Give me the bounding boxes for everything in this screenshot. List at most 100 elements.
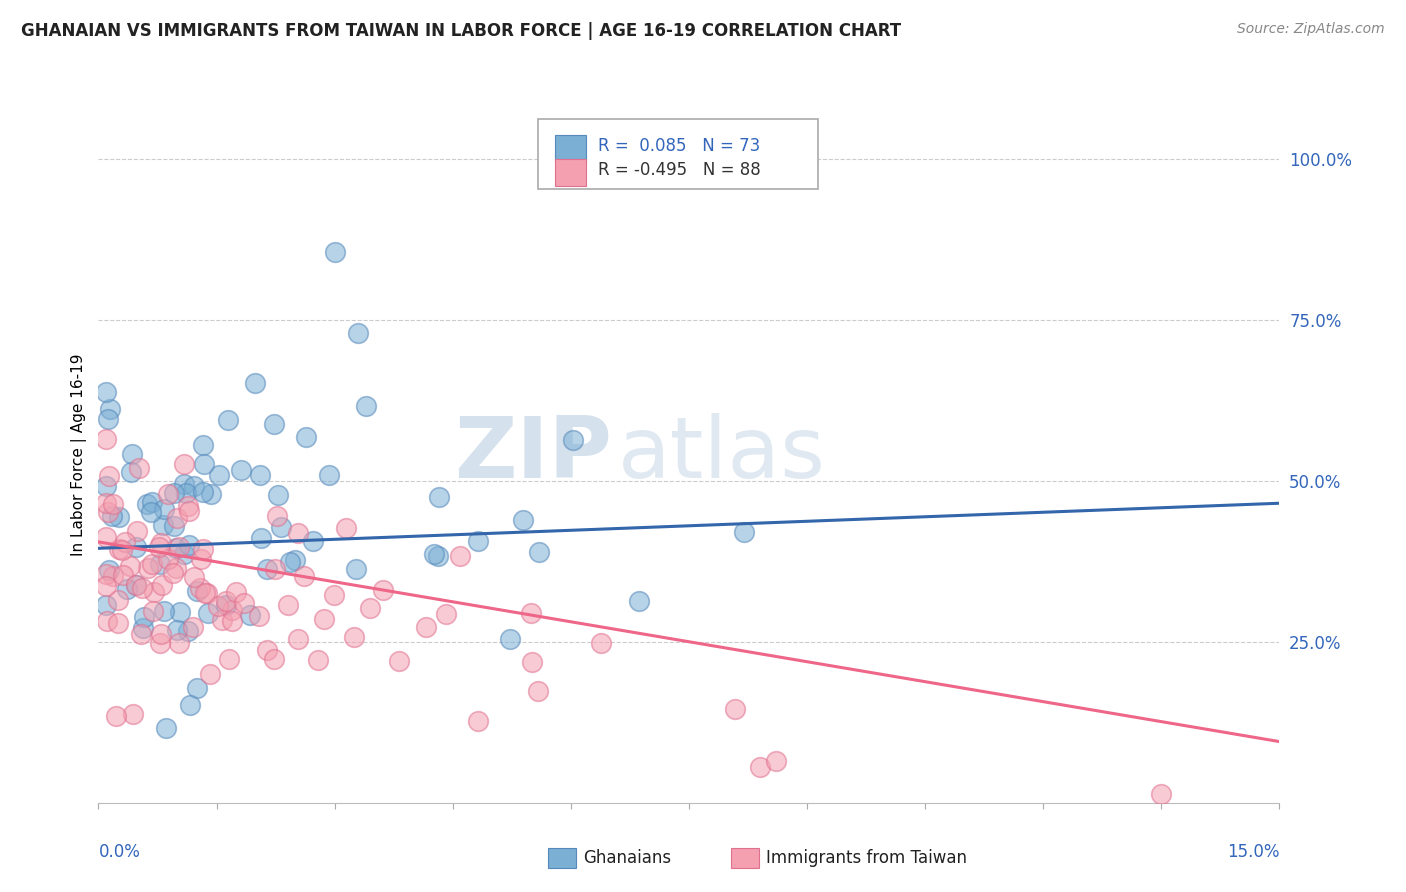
Point — [96, 530, 118, 544]
Point — [264, 562, 287, 576]
Point — [354, 399, 377, 413]
Point — [177, 538, 200, 552]
Text: GHANAIAN VS IMMIGRANTS FROM TAIWAN IN LABOR FORCE | AGE 16-19 CORRELATION CHART: GHANAIAN VS IMMIGRANTS FROM TAIWAN IN LA… — [21, 22, 901, 40]
Point — [121, 706, 143, 721]
Point — [225, 585, 247, 599]
Point — [218, 652, 240, 666]
Point — [247, 608, 270, 623]
Point — [143, 585, 166, 599]
Point — [169, 605, 191, 619]
Point — [215, 598, 238, 612]
Point — [132, 621, 155, 635]
Point — [207, 599, 229, 614]
Point — [520, 655, 543, 669]
Point — [150, 578, 173, 592]
Point — [125, 540, 148, 554]
Point — [467, 714, 489, 729]
Point — [101, 569, 124, 583]
Point — [142, 604, 165, 618]
Point — [188, 581, 211, 595]
Point — [153, 502, 176, 516]
Point — [115, 582, 138, 596]
Point — [307, 653, 329, 667]
Point — [211, 613, 233, 627]
Point — [193, 485, 215, 500]
Text: R =  0.085   N = 73: R = 0.085 N = 73 — [598, 136, 759, 155]
Point — [748, 760, 770, 774]
Point — [449, 549, 471, 564]
Text: atlas: atlas — [619, 413, 827, 497]
Point — [173, 476, 195, 491]
Point — [263, 417, 285, 431]
Point — [183, 570, 205, 584]
Point — [101, 497, 124, 511]
Point — [105, 709, 128, 723]
Point — [423, 547, 446, 561]
Point — [194, 585, 217, 599]
Point — [124, 578, 146, 592]
Point — [166, 510, 188, 524]
Text: ZIP: ZIP — [454, 413, 612, 497]
Text: R = -0.495   N = 88: R = -0.495 N = 88 — [598, 161, 761, 179]
Point — [177, 504, 200, 518]
Point — [141, 495, 163, 509]
Point — [149, 636, 172, 650]
Point — [1150, 787, 1173, 801]
Point — [215, 594, 238, 608]
Point — [150, 627, 173, 641]
Point — [529, 545, 551, 559]
Point — [96, 614, 118, 628]
Point — [190, 552, 212, 566]
Point — [197, 606, 219, 620]
Point — [589, 636, 612, 650]
Text: Source: ZipAtlas.com: Source: ZipAtlas.com — [1237, 22, 1385, 37]
Point — [193, 457, 215, 471]
Point — [287, 526, 309, 541]
Point — [434, 607, 457, 621]
Point — [96, 567, 118, 582]
Text: Immigrants from Taiwan: Immigrants from Taiwan — [766, 849, 967, 867]
Point — [186, 584, 208, 599]
Point — [177, 499, 200, 513]
Point — [120, 559, 142, 574]
Point — [373, 583, 395, 598]
Point — [359, 600, 381, 615]
Point — [427, 490, 450, 504]
Point — [127, 524, 149, 539]
Point — [335, 520, 357, 534]
Point — [120, 466, 142, 480]
Point — [277, 598, 299, 612]
Point — [295, 430, 318, 444]
Point — [112, 567, 135, 582]
Point — [96, 598, 118, 612]
Point — [498, 632, 520, 647]
Point — [200, 486, 222, 500]
Point — [183, 479, 205, 493]
Point — [165, 560, 187, 574]
Point — [427, 549, 450, 563]
Point — [250, 531, 273, 545]
Point — [278, 555, 301, 569]
Point — [148, 541, 170, 555]
Point — [347, 326, 370, 340]
Point — [107, 592, 129, 607]
Point — [107, 509, 129, 524]
Point — [156, 551, 179, 566]
Point — [97, 469, 120, 483]
Point — [98, 563, 121, 577]
Point — [101, 508, 124, 523]
Point — [343, 630, 366, 644]
Point — [141, 557, 163, 571]
Point — [724, 702, 747, 716]
Point — [294, 569, 316, 583]
Point — [173, 547, 195, 561]
Point — [562, 433, 585, 447]
Point — [266, 509, 288, 524]
Point — [318, 467, 340, 482]
Point — [98, 401, 121, 416]
Point — [111, 542, 134, 557]
Point — [167, 541, 190, 555]
Point — [512, 513, 534, 527]
Point — [166, 623, 188, 637]
Point — [149, 557, 172, 571]
